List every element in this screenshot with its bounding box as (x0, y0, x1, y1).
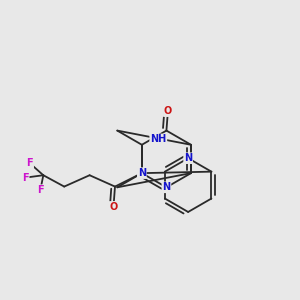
Text: O: O (164, 106, 172, 116)
Text: N: N (138, 168, 146, 178)
Text: N: N (184, 153, 192, 163)
Text: NH: NH (150, 134, 167, 144)
Text: F: F (22, 172, 29, 183)
Text: O: O (110, 202, 118, 212)
Text: F: F (27, 158, 33, 168)
Text: N: N (162, 182, 170, 192)
Text: F: F (37, 185, 44, 195)
